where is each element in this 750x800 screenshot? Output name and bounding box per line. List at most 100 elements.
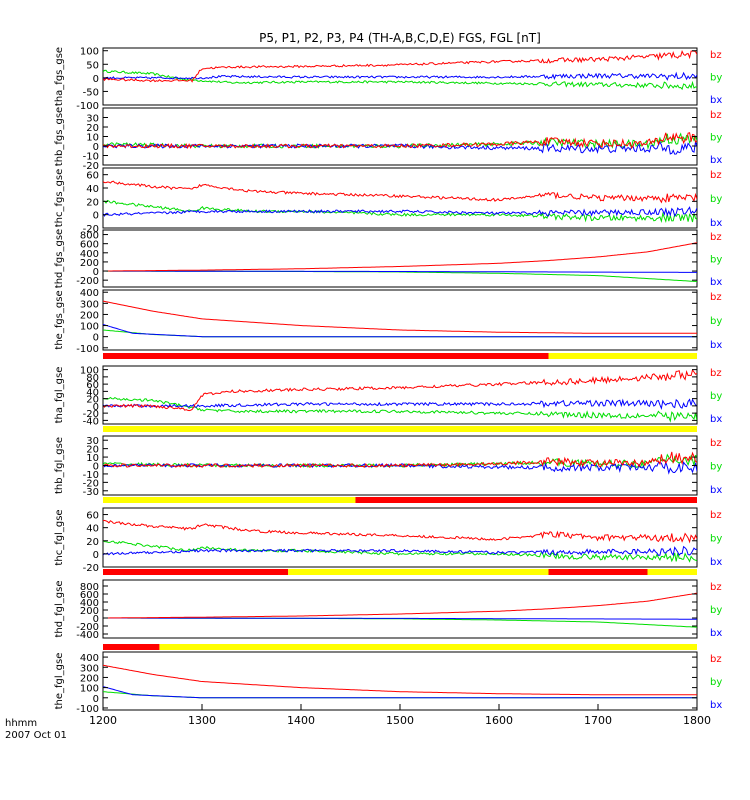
legend-entry-bx: bx bbox=[710, 95, 722, 106]
y-tick-label: 20 bbox=[86, 395, 99, 406]
y-tick-label: 60 bbox=[86, 171, 99, 182]
series-line-bx bbox=[103, 206, 697, 217]
y-tick-label: 600 bbox=[80, 590, 99, 601]
legend-entry-by: by bbox=[710, 391, 722, 402]
y-tick-label: -50 bbox=[83, 87, 99, 98]
y-tick-label: -20 bbox=[83, 161, 99, 172]
x-tick-label: 1300 bbox=[188, 714, 216, 727]
y-axis-label: thd_fgs_gse bbox=[54, 229, 65, 288]
y-tick-label: -20 bbox=[83, 563, 99, 574]
y-tick-label: -10 bbox=[83, 470, 99, 481]
series-line-bz bbox=[103, 180, 697, 204]
legend-entry-bx: bx bbox=[710, 340, 722, 351]
series-line-bx bbox=[103, 686, 697, 699]
y-tick-label: 20 bbox=[86, 197, 99, 208]
mode-bar-segment bbox=[103, 569, 289, 575]
panel-tha_fgs_gse: 100 50 0 -50 -100 tha_fgs_gse bz by bx bbox=[54, 47, 722, 112]
y-tick-label: 400 bbox=[80, 288, 99, 299]
mode-bar-group bbox=[103, 353, 697, 650]
legend-entry-bx: bx bbox=[710, 700, 722, 711]
chart-title: P5, P1, P2, P3, P4 (TH-A,B,C,D,E) FGS, F… bbox=[259, 31, 541, 45]
y-tick-label: 30 bbox=[86, 436, 99, 447]
x-tick-label: 1200 bbox=[89, 714, 117, 727]
y-tick-label: 20 bbox=[86, 123, 99, 134]
legend-entry-by: by bbox=[710, 534, 722, 545]
y-tick-label: -30 bbox=[83, 487, 99, 498]
series-line-bz bbox=[103, 242, 697, 272]
y-tick-label: 400 bbox=[80, 249, 99, 260]
x-axis-label-date: 2007 Oct 01 bbox=[5, 730, 67, 741]
y-tick-label: 0 bbox=[93, 74, 99, 85]
panel-frame bbox=[102, 167, 698, 229]
y-tick-label: 50 bbox=[86, 60, 99, 71]
y-axis-label: tha_fgs_gse bbox=[54, 47, 65, 106]
series-line-bx bbox=[103, 617, 697, 620]
y-tick-label: 40 bbox=[86, 184, 99, 195]
y-tick-label: 10 bbox=[86, 133, 99, 144]
legend-entry-bx: bx bbox=[710, 414, 722, 425]
panel-frame bbox=[102, 507, 698, 568]
panel-frame bbox=[102, 651, 698, 711]
mode-bar-segment bbox=[103, 497, 356, 503]
y-tick-label: 60 bbox=[86, 380, 99, 391]
series-line-bx bbox=[103, 270, 697, 273]
y-tick-label: -100 bbox=[76, 704, 99, 715]
y-tick-label: 40 bbox=[86, 524, 99, 535]
series-line-bz bbox=[103, 132, 697, 150]
y-tick-label: 0 bbox=[93, 333, 99, 344]
panel-frame bbox=[102, 289, 698, 351]
y-tick-label: 200 bbox=[80, 310, 99, 321]
mode-bar-segment bbox=[647, 569, 697, 575]
y-tick-label: 800 bbox=[80, 582, 99, 593]
y-axis-label: thc_fgl_gse bbox=[54, 509, 65, 565]
legend-entry-by: by bbox=[710, 73, 722, 84]
mode-bar-segment bbox=[103, 426, 697, 432]
y-tick-label: 100 bbox=[80, 366, 99, 377]
legend-entry-bz: bz bbox=[710, 654, 722, 665]
y-tick-label: -20 bbox=[83, 409, 99, 420]
y-axis-label: the_fgl_gse bbox=[54, 653, 65, 710]
y-tick-label: 10 bbox=[86, 453, 99, 464]
series-line-bz bbox=[103, 451, 697, 468]
y-tick-label: 80 bbox=[86, 373, 99, 384]
series-line-bz bbox=[103, 664, 697, 696]
y-tick-label: 30 bbox=[86, 114, 99, 125]
y-tick-label: 0 bbox=[93, 267, 99, 278]
series-line-bz bbox=[103, 592, 697, 619]
y-axis-label: tha_fgl_gse bbox=[54, 367, 65, 424]
mode-bar-segment bbox=[355, 497, 697, 503]
y-tick-label: 0 bbox=[93, 211, 99, 222]
legend-entry-by: by bbox=[710, 316, 722, 327]
y-tick-label: -200 bbox=[76, 276, 99, 287]
panel-thc_fgs_gse: 60 40 20 0 -20 thc_fgs_gse bz by bx bbox=[54, 167, 722, 235]
y-tick-label: 20 bbox=[86, 445, 99, 456]
y-tick-label: 0 bbox=[93, 694, 99, 705]
y-tick-label: -200 bbox=[76, 622, 99, 633]
series-line-bx bbox=[103, 398, 697, 411]
legend-entry-bz: bz bbox=[710, 50, 722, 61]
series-line-by bbox=[103, 540, 697, 563]
legend-entry-bz: bz bbox=[710, 368, 722, 379]
y-tick-label: 300 bbox=[80, 663, 99, 674]
mode-bar-segment bbox=[288, 569, 549, 575]
y-tick-label: 0 bbox=[93, 462, 99, 473]
y-tick-label: 600 bbox=[80, 240, 99, 251]
series-line-bz bbox=[103, 519, 697, 544]
panel-frame bbox=[102, 579, 698, 639]
legend-entry-bx: bx bbox=[710, 557, 722, 568]
mode-bar-segment bbox=[548, 569, 648, 575]
y-tick-label: 20 bbox=[86, 537, 99, 548]
y-tick-label: -20 bbox=[83, 224, 99, 235]
series-line-by bbox=[103, 396, 697, 423]
y-tick-label: 0 bbox=[93, 402, 99, 413]
x-tick-label: 1700 bbox=[584, 714, 612, 727]
x-tick-label: 1500 bbox=[386, 714, 414, 727]
legend-entry-by: by bbox=[710, 255, 722, 266]
y-tick-label: -400 bbox=[76, 630, 99, 641]
y-tick-label: 0 bbox=[93, 614, 99, 625]
